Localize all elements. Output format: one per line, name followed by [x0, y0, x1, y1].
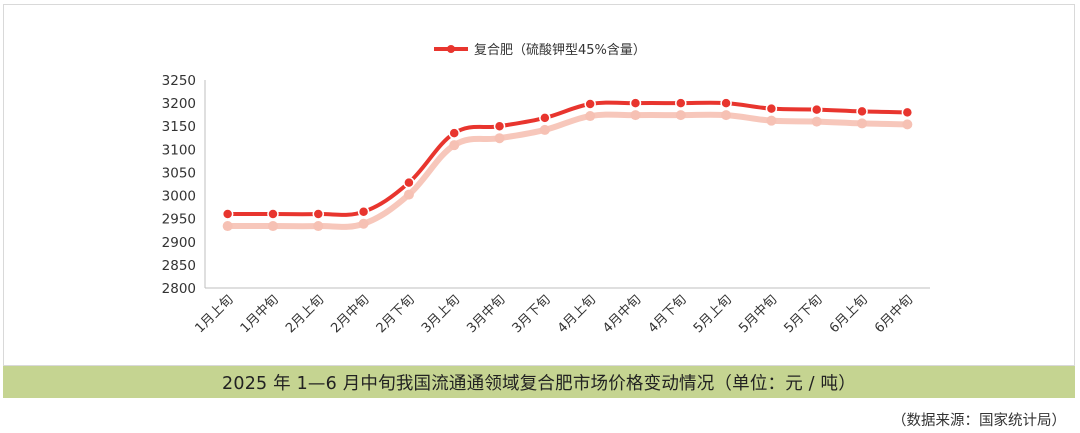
x-tick-label: 5月下旬 [782, 292, 826, 336]
y-tick-label: 3200 [162, 96, 196, 112]
series-shadow-point [857, 118, 868, 129]
x-tick-label: 6月中旬 [872, 292, 916, 336]
chart-caption: 2025 年 1—6 月中旬我国流通通领域复合肥市场价格变动情况（单位：元 / … [222, 373, 856, 394]
series-shadow-point [811, 116, 822, 127]
legend: 复合肥（硫酸钾型45%含量） [434, 42, 646, 58]
y-tick-label: 2850 [162, 258, 196, 274]
x-tick-label: 2月下旬 [374, 292, 418, 336]
y-tick-label: 3250 [162, 73, 196, 89]
series-shadow [222, 110, 913, 232]
price-line-chart: 复合肥（硫酸钾型45%含量） 2800 2850 2900 2950 3000 3050 3… [162, 42, 930, 336]
series-shadow-line [224, 111, 911, 230]
series-line [221, 97, 914, 220]
x-tick-label: 2月中旬 [328, 292, 372, 336]
x-axis: 1月上旬 1月中旬 2月上旬 2月中旬 2月下旬 3月上旬 3月中旬 3月下旬 4月上旬 4月中旬… [192, 287, 930, 336]
y-axis: 2800 2850 2900 2950 3000 3050 3100 3150 3200 3250 [162, 73, 206, 297]
series-shadow-point [585, 111, 596, 122]
x-tick-label: 3月下旬 [510, 292, 554, 336]
x-tick-label: 4月下旬 [646, 292, 690, 336]
x-tick-label: 1月中旬 [238, 292, 282, 336]
data-point [539, 112, 551, 124]
series-shadow-point [902, 119, 913, 130]
data-point [901, 106, 914, 119]
chart-frame: 复合肥（硫酸钾型45%含量） 2800 2850 2900 2950 3000 3050 3… [3, 4, 1075, 366]
data-point [448, 127, 460, 139]
data-point [584, 98, 596, 110]
series-shadow-point [721, 110, 732, 121]
series-shadow-point [675, 110, 686, 121]
data-point [856, 105, 868, 118]
data-source: （数据来源：国家统计局） [892, 413, 1066, 429]
data-point [765, 102, 778, 115]
series-shadow-point [313, 221, 324, 232]
data-point [221, 208, 234, 220]
y-tick-label: 3050 [162, 165, 196, 181]
x-tick-label: 2月上旬 [283, 292, 327, 336]
data-point [675, 97, 687, 109]
series-shadow-point [539, 124, 550, 135]
series-shadow-point [358, 218, 369, 229]
x-tick-label: 1月上旬 [192, 292, 236, 336]
series-shadow-point [403, 189, 414, 200]
x-tick-label: 6月上旬 [827, 292, 871, 336]
series-shadow-point [766, 115, 777, 126]
legend-label: 复合肥（硫酸钾型45%含量） [474, 42, 646, 58]
y-tick-label: 2800 [162, 281, 196, 297]
data-point [493, 120, 506, 132]
data-point [629, 97, 642, 109]
data-point [312, 208, 325, 220]
x-tick-label: 5月中旬 [736, 292, 780, 336]
y-tick-label: 3150 [162, 119, 196, 135]
x-tick-label: 5月上旬 [691, 292, 735, 336]
x-tick-label: 3月上旬 [419, 292, 463, 336]
x-tick-label: 4月中旬 [600, 292, 644, 336]
x-tick-label: 3月中旬 [464, 292, 508, 336]
data-point [403, 176, 415, 189]
series-shadow-point [449, 140, 460, 151]
y-tick-label: 2900 [162, 235, 196, 251]
series-shadow-point [494, 133, 505, 144]
y-tick-label: 3100 [162, 142, 196, 158]
y-tick-label: 3000 [162, 189, 196, 205]
legend-marker [447, 45, 455, 53]
x-tick-label: 4月上旬 [555, 292, 599, 336]
data-point [267, 208, 279, 220]
series-shadow-point [267, 221, 278, 232]
caption-bar: 2025 年 1—6 月中旬我国流通通领域复合肥市场价格变动情况（单位：元 / … [3, 366, 1075, 398]
y-tick-label: 2950 [162, 212, 196, 228]
data-point [720, 97, 732, 109]
data-point [357, 205, 370, 218]
series-path [225, 100, 910, 217]
series-shadow-point [630, 110, 641, 121]
series-shadow-point [222, 221, 233, 232]
data-point [810, 103, 823, 116]
